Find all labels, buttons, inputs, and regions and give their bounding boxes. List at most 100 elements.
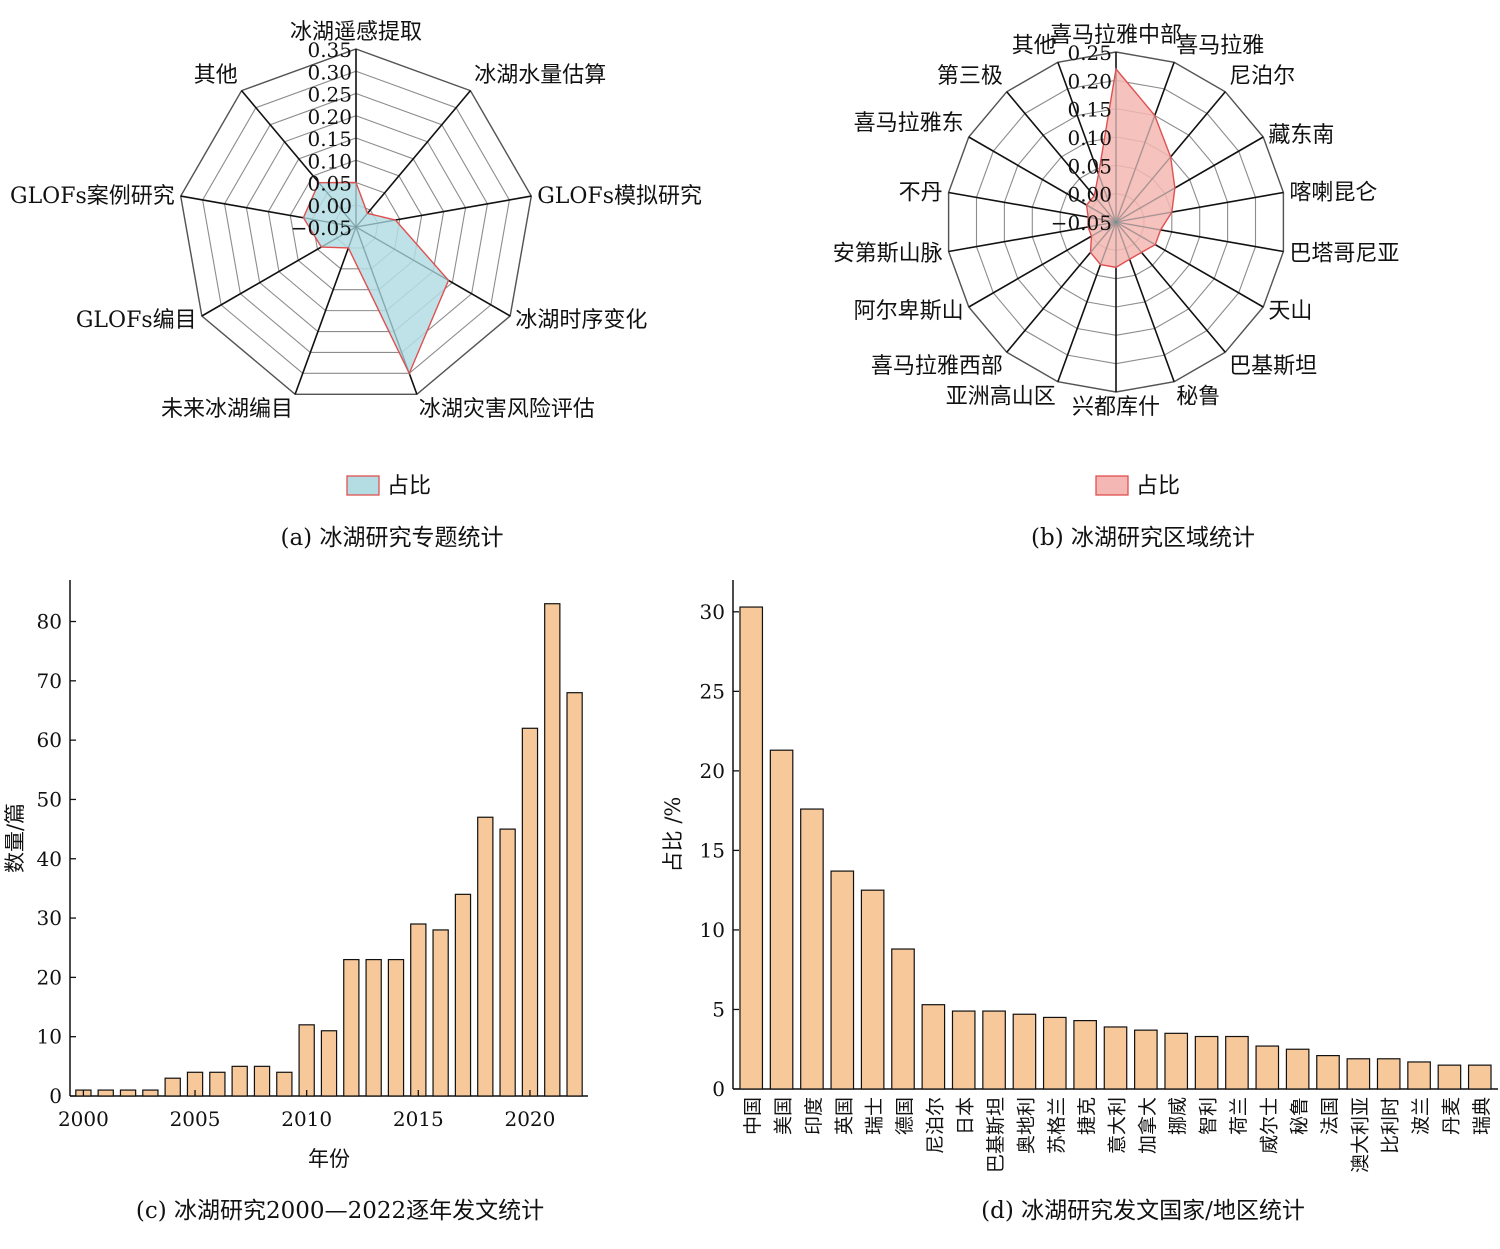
radar-inner-spoke xyxy=(321,226,357,248)
bar-智利 xyxy=(1194,1035,1219,1090)
radar-inner-spoke xyxy=(1115,221,1161,231)
caption: (b) 冰湖研究区域统计 xyxy=(1031,525,1255,551)
caption: (d) 冰湖研究发文国家/地区统计 xyxy=(981,1198,1305,1224)
radial-tick-label: 0.10 xyxy=(1067,126,1112,150)
bar-澳大利亚 xyxy=(1346,1058,1371,1090)
x-tick-label: 捷克 xyxy=(1076,1097,1098,1135)
x-tick-label: 中国 xyxy=(742,1097,764,1135)
bar-巴基斯坦 xyxy=(982,1010,1006,1090)
radar-axis-label: 不丹 xyxy=(899,180,943,205)
radial-tick-label: 0.15 xyxy=(307,127,352,151)
legend-label: 占比 xyxy=(387,474,431,499)
radar-inner-spoke xyxy=(355,226,449,281)
radar-inner-spoke xyxy=(1115,221,1142,253)
bar-2003 xyxy=(142,1089,159,1097)
radar-axis-label: 喜马拉雅东 xyxy=(854,111,964,136)
radar-inner-spoke xyxy=(1115,221,1130,260)
x-tick-label: 挪威 xyxy=(1167,1097,1189,1135)
bar-2008 xyxy=(253,1065,271,1097)
radar-inner-spoke xyxy=(1115,115,1156,223)
x-tick-label: 2010 xyxy=(281,1107,332,1131)
legend-swatch xyxy=(346,475,380,496)
x-tick-label: 2020 xyxy=(504,1107,555,1131)
radar-inner-spoke xyxy=(303,217,357,228)
y-tick-label: 15 xyxy=(700,838,725,862)
radar-axis-label: 喜马拉雅西部 xyxy=(871,354,1003,379)
radial-tick-label: 0.00 xyxy=(1067,183,1112,207)
y-tick-label: 20 xyxy=(700,759,725,783)
radar-inner-spoke xyxy=(355,226,410,374)
x-tick-label: 尼泊尔 xyxy=(924,1097,946,1154)
radial-tick-label: 0.05 xyxy=(1067,154,1112,178)
bar-2015 xyxy=(410,923,427,1097)
radar-spoke xyxy=(355,90,472,228)
radial-tick-label: 0.25 xyxy=(307,83,352,107)
radar-axis-label: GLOFs模拟研究 xyxy=(537,184,702,209)
radial-tick-label: 0.25 xyxy=(1067,41,1112,65)
caption: (a) 冰湖研究专题统计 xyxy=(281,525,504,551)
legend-label: 占比 xyxy=(1136,474,1180,499)
x-axis-label: 年份 xyxy=(308,1147,350,1171)
radar-axis-label: 亚洲高山区 xyxy=(946,384,1056,409)
bar-挪威 xyxy=(1164,1032,1189,1090)
radar-axis-label: 尼泊尔 xyxy=(1229,64,1295,89)
radar-axis-label: 冰湖时序变化 xyxy=(515,308,647,333)
x-tick-label: 威尔士 xyxy=(1258,1097,1280,1154)
radar-axis-label: 其他 xyxy=(194,63,238,88)
x-tick-label: 巴基斯坦 xyxy=(985,1097,1007,1173)
bar-中国 xyxy=(739,606,764,1090)
radar-inner-spoke xyxy=(1090,221,1117,253)
radar-inner-spoke xyxy=(348,226,357,249)
radar-axis-label: 冰湖水量估算 xyxy=(474,63,606,88)
bar-捷克 xyxy=(1073,1020,1097,1090)
radar-inner-spoke xyxy=(1088,216,1117,223)
radar-area xyxy=(302,181,450,376)
radar-spoke xyxy=(294,226,357,395)
radar-inner-spoke xyxy=(355,219,396,228)
y-tick-label: 50 xyxy=(37,787,62,811)
grid-ring xyxy=(245,115,467,333)
bar-德国 xyxy=(891,948,915,1090)
radial-tick-label: 0.05 xyxy=(307,172,352,196)
radar-inner-spoke xyxy=(1093,195,1117,223)
radar-axis-label: 喀喇昆仑 xyxy=(1289,180,1377,205)
bar-2013 xyxy=(365,958,382,1097)
radar-inner-spoke xyxy=(1115,187,1176,223)
radar-axis-label: 藏东南 xyxy=(1268,123,1334,148)
y-tick-label: 80 xyxy=(37,610,62,634)
radar-axis-label: 兴都库什 xyxy=(1072,395,1160,420)
bar-法国 xyxy=(1316,1054,1340,1090)
bar-波兰 xyxy=(1407,1061,1431,1090)
bar-2018 xyxy=(477,816,494,1097)
bar-比利时 xyxy=(1376,1058,1401,1090)
radar-axis-label: 巴塔哥尼亚 xyxy=(1289,242,1399,267)
y-tick-label: 0 xyxy=(712,1077,725,1101)
x-tick-label: 丹麦 xyxy=(1440,1097,1462,1135)
radar-axis-label: GLOFs编目 xyxy=(76,308,197,333)
bar-2002 xyxy=(119,1089,137,1097)
bar-瑞典 xyxy=(1467,1064,1492,1090)
x-tick-label: 法国 xyxy=(1319,1097,1341,1135)
y-axis-label: 数量/篇 xyxy=(3,803,27,873)
x-tick-label: 荷兰 xyxy=(1228,1097,1250,1135)
radial-tick-label: 0.10 xyxy=(307,149,352,173)
bar-2020 xyxy=(521,727,539,1097)
x-tick-label: 2000 xyxy=(58,1107,109,1131)
bar-苏格兰 xyxy=(1042,1016,1067,1090)
x-tick-label: 加拿大 xyxy=(1136,1097,1159,1154)
bar-意大利 xyxy=(1103,1026,1128,1090)
radar-inner-spoke xyxy=(1091,221,1117,237)
y-tick-label: 30 xyxy=(37,906,62,930)
x-tick-label: 2005 xyxy=(170,1107,221,1131)
bar-2019 xyxy=(499,828,516,1097)
x-tick-label: 德国 xyxy=(894,1097,916,1135)
grid-ring xyxy=(267,137,445,312)
x-tick-label: 瑞典 xyxy=(1471,1097,1493,1135)
x-tick-label: 波兰 xyxy=(1410,1097,1432,1135)
grid-ring xyxy=(202,70,510,374)
radar-inner-spoke xyxy=(318,182,357,228)
outer-ring xyxy=(179,48,533,395)
bar-chart-countries: 0 5 10 15 20 25 30 中国 美国 印度 英国 瑞士 德国 尼泊尔 日本 巴基斯坦 奥地利 苏格兰捷… xyxy=(661,580,1498,1224)
y-tick-label: 0 xyxy=(49,1084,62,1108)
bar-秘鲁 xyxy=(1285,1048,1310,1090)
